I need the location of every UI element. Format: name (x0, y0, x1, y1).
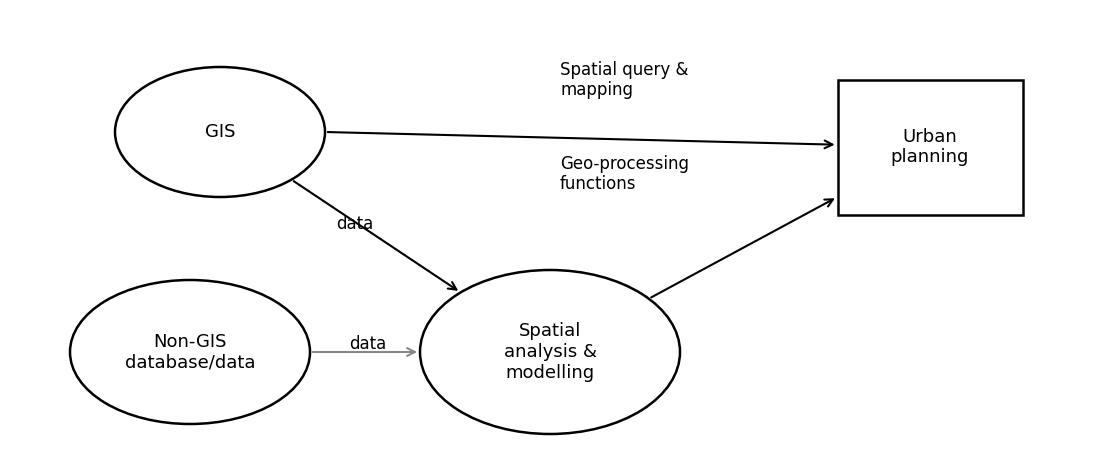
Text: GIS: GIS (205, 123, 235, 141)
Text: Non-GIS
database/data: Non-GIS database/data (125, 333, 255, 371)
Ellipse shape (115, 67, 325, 197)
Text: data: data (336, 215, 373, 233)
Text: data: data (350, 335, 387, 353)
Ellipse shape (420, 270, 680, 434)
Text: Spatial query &
mapping: Spatial query & mapping (560, 61, 688, 99)
Text: Spatial
analysis &
modelling: Spatial analysis & modelling (504, 322, 596, 382)
Text: Urban
planning: Urban planning (891, 128, 969, 166)
Text: Geo-processing
functions: Geo-processing functions (560, 155, 688, 194)
Ellipse shape (70, 280, 310, 424)
Bar (838, 79, 1023, 214)
